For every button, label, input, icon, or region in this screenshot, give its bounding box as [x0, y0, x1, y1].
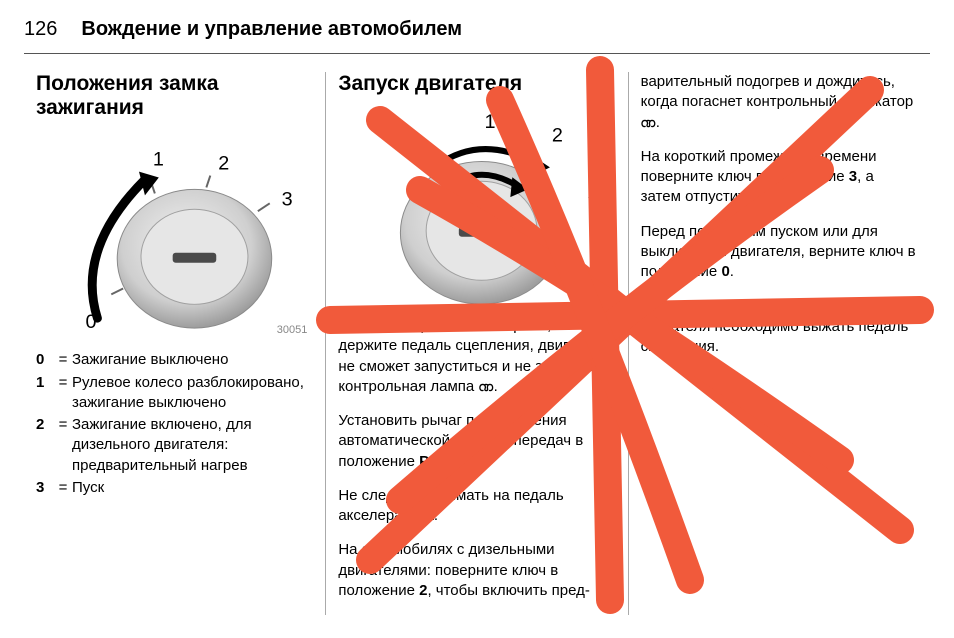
def-row: 3=Пуск: [36, 478, 313, 498]
ignition-definitions: 0=Зажигание выключено 1=Рулевое колесо р…: [36, 350, 313, 498]
content-columns: Положения замка зажигания: [24, 72, 930, 615]
paragraph: варительный подогрев и дождитесь, когда …: [641, 72, 918, 133]
diagram-label-3: 3: [588, 184, 599, 206]
diagram-label-1: 1: [485, 111, 496, 133]
section-title-engine-start: Запуск двигателя: [338, 72, 615, 96]
preheat-icon: ဏ: [641, 114, 656, 131]
def-row: 2=Зажигание включено, для дизельного дви…: [36, 415, 313, 476]
page-header: 126 Вождение и управление автомобилем: [24, 18, 930, 54]
image-id: 30051: [277, 323, 308, 338]
page-number: 126: [24, 18, 57, 41]
column-1: Положения замка зажигания: [24, 72, 325, 615]
paragraph: В режиме Autostop для включения двигател…: [641, 296, 918, 357]
section-title-ignition-positions: Положения замка зажигания: [36, 72, 313, 120]
paragraph: На короткий промежуток времени поверните…: [641, 147, 918, 208]
paragraph: Установить рычаг переключения автоматиче…: [338, 411, 615, 472]
diagram-label-1: 1: [153, 149, 164, 171]
paragraph: Перед повторным пуском или для выключени…: [641, 222, 918, 283]
diagram-label-3: 3: [282, 189, 293, 211]
ignition-diagram: 0 1 2 3 30051: [36, 130, 313, 340]
paragraph: Выжмите сцепление и тормоз, не держите п…: [338, 316, 615, 397]
def-row: 1=Рулевое колесо разблокировано, зажиган…: [36, 373, 313, 414]
diagram-label-0: 0: [86, 311, 97, 333]
paragraph: Не следует нажимать на педаль акселерато…: [338, 486, 615, 527]
column-2: Запуск двигателя 1: [325, 72, 627, 615]
diagram-label-2: 2: [552, 125, 563, 147]
preheat-icon: ဏ: [478, 378, 493, 395]
engine-start-diagram: 1 2 3: [338, 106, 615, 306]
paragraph: На автомобилях с дизельными двигателями:…: [338, 540, 615, 601]
diagram-label-2: 2: [218, 153, 229, 175]
column-3: варительный подогрев и дождитесь, когда …: [628, 72, 930, 615]
def-row: 0=Зажигание выключено: [36, 350, 313, 370]
chapter-title: Вождение и управление автомобилем: [81, 18, 462, 41]
